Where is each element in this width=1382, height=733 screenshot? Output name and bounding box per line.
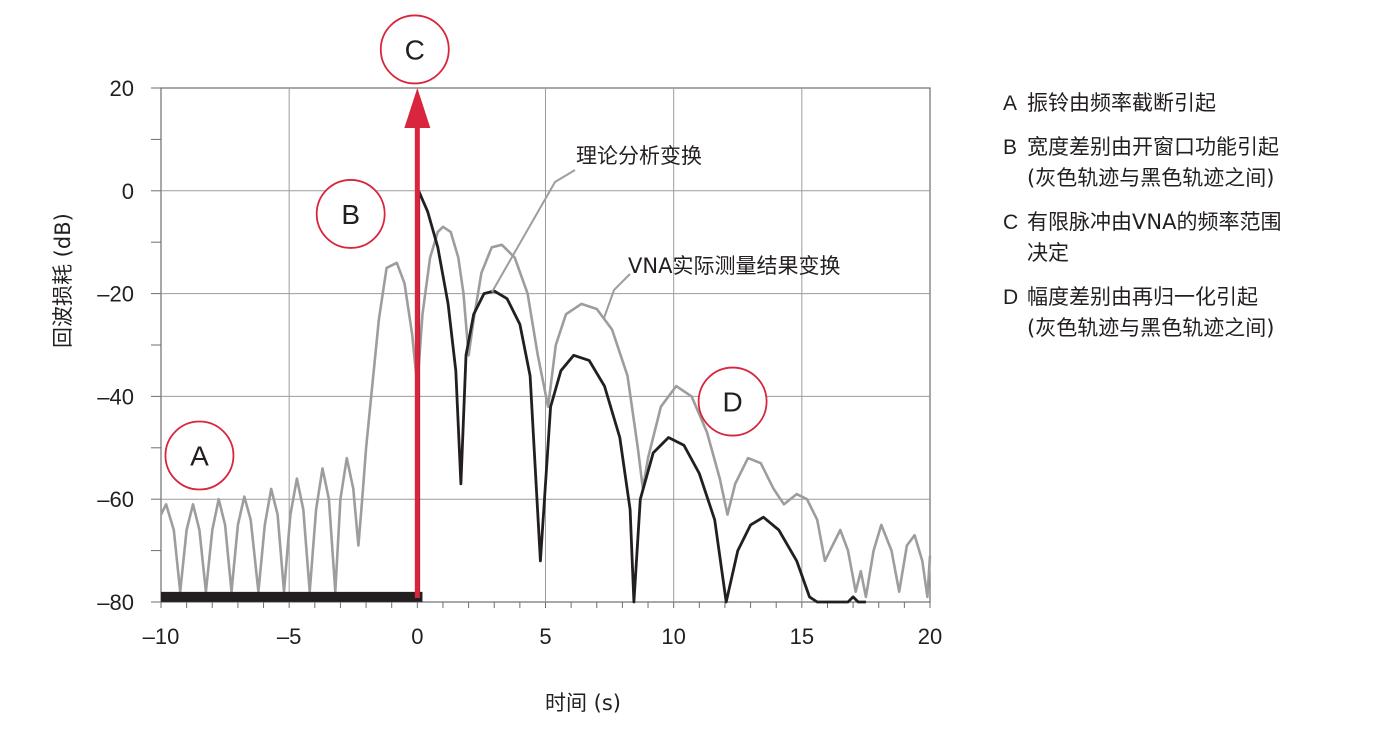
callout-layer: A B C D (164, 14, 768, 491)
x-tick-label: 5 (539, 624, 551, 649)
legend-key: A (1003, 92, 1018, 115)
y-tick-label: –20 (97, 282, 134, 307)
callout-label-b: B (341, 199, 360, 230)
x-axis-title: 时间 (s) (545, 691, 621, 715)
legend-text: 幅度差别由再归一化引起 (灰色轨迹与黑色轨迹之间) (1027, 282, 1373, 344)
y-axis-title: 回波损耗 (dB) (51, 213, 75, 348)
leader-measured (603, 273, 631, 319)
tick-labels: –10 –5 0 5 10 15 20 20 0 –20 –40 –60 –80 (97, 76, 942, 649)
callout-circle-c (379, 14, 450, 85)
x-tick-label: 10 (661, 624, 685, 649)
annotation-leaders (491, 169, 631, 319)
grid (160, 87, 931, 603)
y-tick-label: –80 (97, 590, 134, 615)
legend-item: C 有限脉冲由VNA的频率范围 决定 (1003, 207, 1373, 269)
leader-theory (491, 169, 576, 293)
legend-line: 有限脉冲由VNA的频率范围 (1027, 210, 1282, 234)
legend-line: 宽度差别由开窗口功能引起 (1027, 135, 1279, 159)
legend: A 振铃由频率截断引起 B 宽度差别由开窗口功能引起 (灰色轨迹与黑色轨迹之间) C 有限脉… (1003, 88, 1373, 357)
annotation-measured: VNA实际测量结果变换 (628, 254, 840, 278)
legend-line: 幅度差别由再归一化引起 (1027, 285, 1258, 309)
x-tick-label: 15 (790, 624, 814, 649)
x-tick-label: –5 (277, 624, 301, 649)
callout-circle-d (697, 366, 768, 437)
callout-label-c: C (405, 34, 425, 65)
y-tick-label: –60 (97, 487, 134, 512)
legend-key: B (1003, 136, 1018, 159)
callout-circle-b (315, 179, 386, 249)
callout-label-a: A (190, 441, 209, 472)
legend-item: D 幅度差别由再归一化引起 (灰色轨迹与黑色轨迹之间) (1003, 282, 1373, 344)
impulse-arrowhead (404, 88, 431, 128)
legend-item: B 宽度差别由开窗口功能引起 (灰色轨迹与黑色轨迹之间) (1003, 132, 1373, 194)
legend-line: 振铃由频率截断引起 (1027, 91, 1216, 115)
impulse-layer (404, 88, 431, 598)
minor-ticks (151, 87, 931, 608)
legend-line: 决定 (1027, 241, 1069, 265)
annotation-theory: 理论分析变换 (576, 144, 702, 168)
legend-key: C (1003, 211, 1019, 234)
series-theory-line (417, 190, 866, 604)
chart-area: A B C D –10 –5 0 5 10 15 20 20 0 –20 –40 –60 –80 理论分析变换… (51, 14, 942, 715)
legend-line: (灰色轨迹与黑色轨迹之间) (1027, 316, 1275, 340)
series-layer (159, 190, 932, 604)
legend-key: D (1003, 286, 1019, 309)
y-tick-label: 0 (122, 179, 134, 204)
series-measured-line (159, 225, 932, 599)
legend-text: 振铃由频率截断引起 (1027, 88, 1373, 119)
y-tick-label: –40 (97, 384, 134, 409)
legend-text: 宽度差别由开窗口功能引起 (灰色轨迹与黑色轨迹之间) (1027, 132, 1373, 194)
x-tick-label: 0 (411, 624, 423, 649)
x-tick-label: 20 (918, 624, 942, 649)
x-tick-label: –10 (143, 624, 180, 649)
callout-label-d: D (723, 387, 743, 418)
legend-line: (灰色轨迹与黑色轨迹之间) (1027, 166, 1275, 190)
callout-circle-a (164, 420, 235, 491)
legend-item: A 振铃由频率截断引起 (1003, 88, 1373, 119)
legend-text: 有限脉冲由VNA的频率范围 决定 (1027, 207, 1373, 269)
y-tick-label: 20 (110, 76, 134, 101)
